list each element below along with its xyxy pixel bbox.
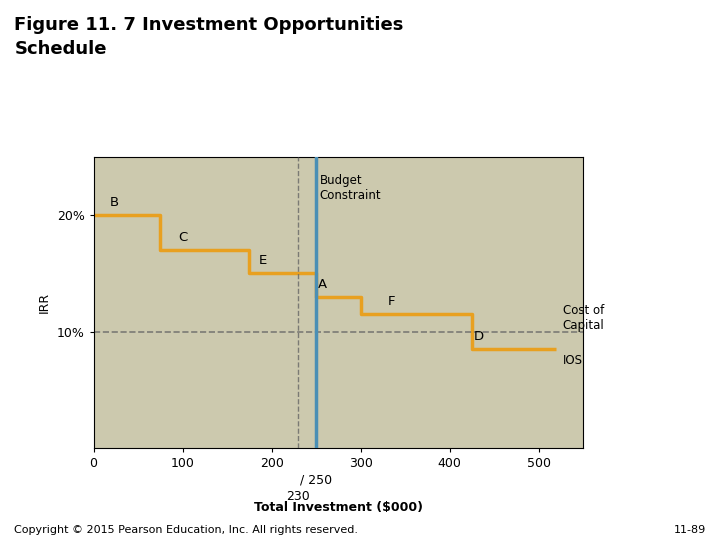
Text: Budget
Constraint: Budget Constraint <box>320 174 382 202</box>
Text: IOS: IOS <box>563 354 582 367</box>
Text: E: E <box>258 254 266 267</box>
Text: A: A <box>318 278 327 291</box>
Text: C: C <box>178 231 187 244</box>
Text: F: F <box>387 295 395 308</box>
Text: Total Investment ($000): Total Investment ($000) <box>254 501 423 514</box>
Text: D: D <box>474 330 484 343</box>
Text: / 250: / 250 <box>300 473 332 486</box>
Text: 230: 230 <box>287 490 310 503</box>
Text: B: B <box>109 196 119 209</box>
Text: Copyright © 2015 Pearson Education, Inc. All rights reserved.: Copyright © 2015 Pearson Education, Inc.… <box>14 524 359 535</box>
Y-axis label: IRR: IRR <box>38 292 51 313</box>
Text: Cost of
Capital: Cost of Capital <box>563 303 605 332</box>
Text: Figure 11. 7 Investment Opportunities
Schedule: Figure 11. 7 Investment Opportunities Sc… <box>14 16 404 58</box>
Text: 11-89: 11-89 <box>673 524 706 535</box>
